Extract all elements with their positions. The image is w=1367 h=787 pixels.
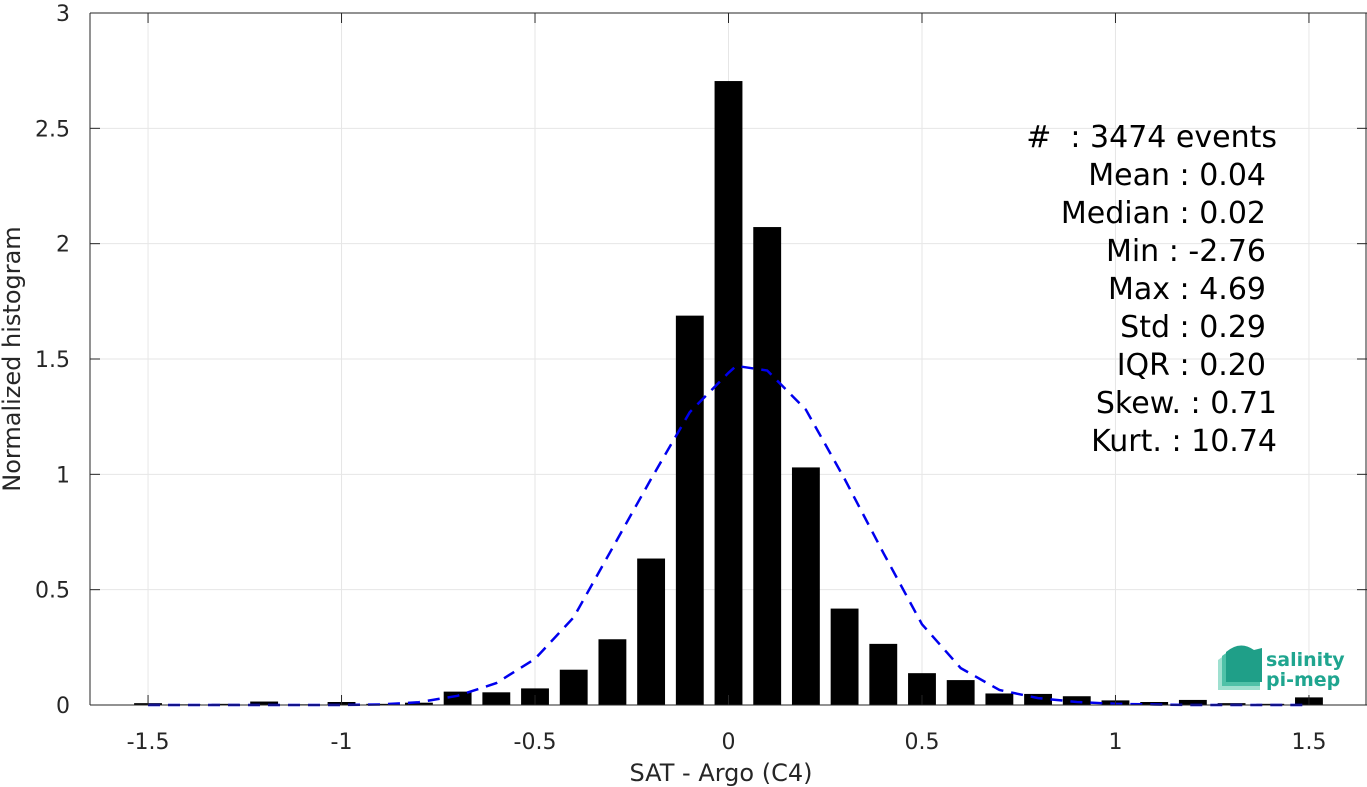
stat-std: Std : 0.29 [1120,310,1266,345]
histogram-bar [869,643,898,705]
histogram-bar [714,81,743,705]
histogram-bar [404,702,433,705]
wave-logo-icon [1218,645,1262,690]
histogram-bar [946,680,975,705]
histogram-bar [482,692,511,705]
x-tick-label: 1.5 [1291,730,1326,755]
histogram-bar [366,703,395,705]
stat-iqr: IQR : 0.20 [1117,348,1266,383]
y-tick-label: 2.5 [35,117,70,142]
y-tick-label: 1.5 [35,348,70,373]
x-tick-label: -1 [331,730,353,755]
tick-labels: -1.5 -1 -0.5 0 0.5 1 1.5 0 0.5 1 1.5 2 2.5 3 [35,2,1326,755]
x-tick-label: 0 [722,730,736,755]
histogram-bar [1062,696,1091,705]
histogram-bar [753,227,782,706]
histogram-bar [675,315,704,705]
stat-max: Max : 4.69 [1108,272,1266,307]
histogram-bar [637,558,666,705]
histogram-bar [830,608,859,705]
x-tick-label: 1 [1108,730,1122,755]
y-tick-label: 0.5 [35,579,70,604]
histogram-bars [134,81,1323,706]
stat-median: Median : 0.02 [1061,196,1266,231]
stats-annotation: # : 3474 events Mean : 0.04 Median : 0.0… [1026,120,1277,459]
histogram-bar [211,703,240,705]
axes-box [89,12,1367,706]
y-tick-label: 1 [56,463,70,488]
stat-events: # : 3474 events [1026,120,1277,155]
histogram-bar [559,669,588,705]
y-axis-label: Normalized histogram [0,226,26,491]
histogram-bar [598,639,627,705]
salinity-pimep-logo: salinity pi-mep [1218,645,1345,691]
y-tick-label: 0 [56,694,70,719]
logo-pimep-text: pi-mep [1266,669,1340,691]
x-axis-label: SAT - Argo (C4) [630,759,813,787]
histogram-bar [250,701,279,705]
x-tick-label: 0.5 [904,730,939,755]
x-tick-label: -0.5 [514,730,557,755]
fit-curve-layer [148,364,1309,707]
logo-salinity-text: salinity [1266,649,1345,671]
histogram-bar [791,467,820,705]
histogram-bar [985,693,1014,705]
x-tick-label: -1.5 [127,730,170,755]
stat-min: Min : -2.76 [1106,234,1266,269]
histogram-bar [443,691,472,705]
stat-kurt: Kurt. : 10.74 [1091,424,1277,459]
stat-mean: Mean : 0.04 [1088,158,1266,193]
histogram-bar [1024,693,1053,705]
stat-skew: Skew. : 0.71 [1096,386,1277,421]
histogram-bar [1178,699,1207,705]
fit-curve-line [148,364,1309,707]
histogram-bar [1256,703,1285,705]
y-tick-label: 2 [56,233,70,258]
y-tick-label: 3 [56,2,70,27]
